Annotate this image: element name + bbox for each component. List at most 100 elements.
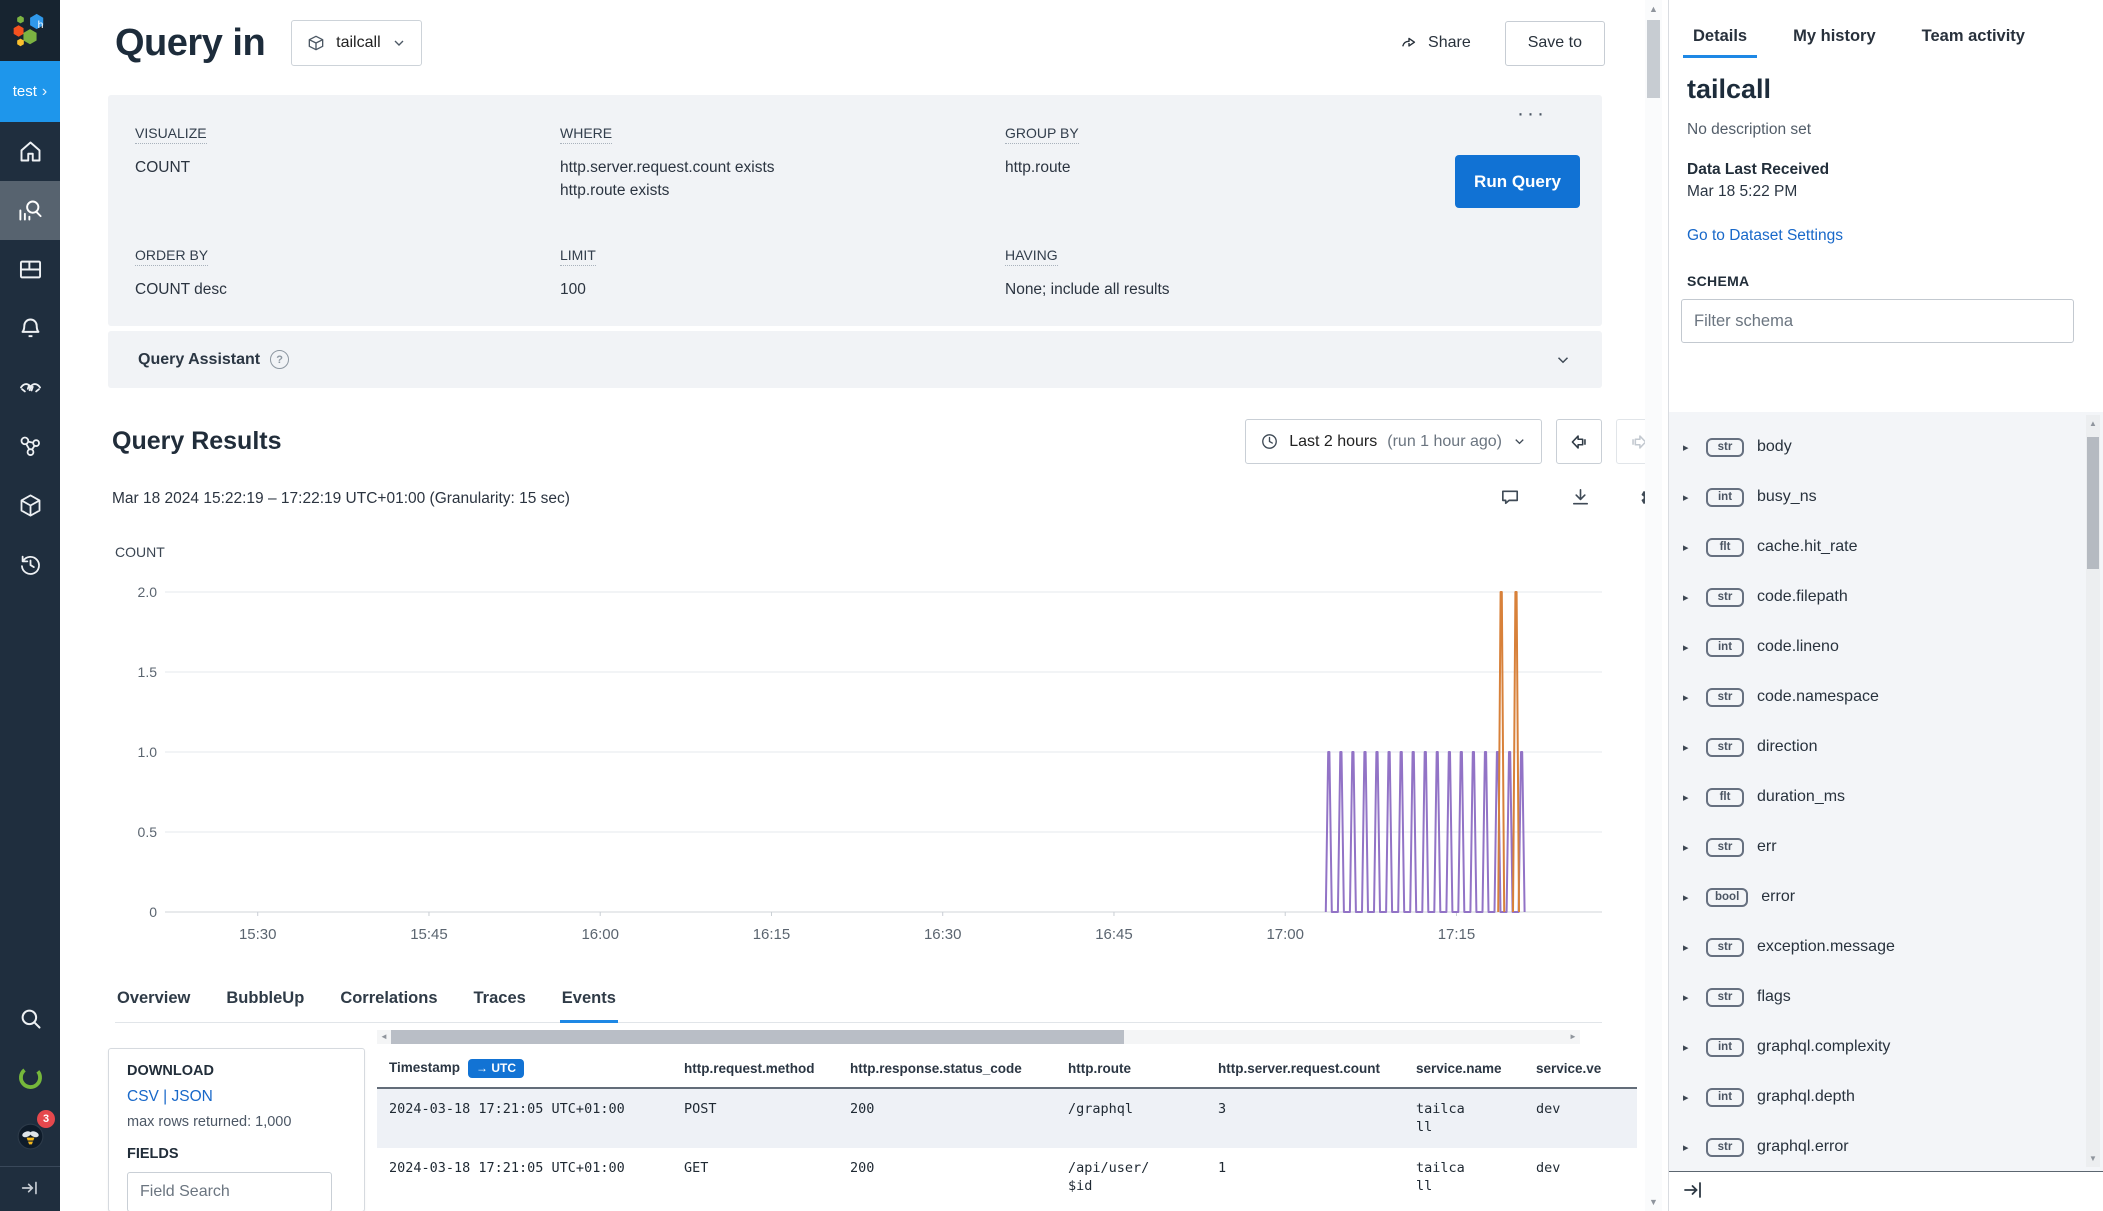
caret-right-icon[interactable]: ▸: [1683, 691, 1689, 704]
schema-field-exception.message[interactable]: ▸ str exception.message: [1683, 922, 2103, 972]
where-value[interactable]: http.route exists: [560, 182, 670, 200]
schema-field-code.filepath[interactable]: ▸ str code.filepath: [1683, 572, 2103, 622]
schema-field-cache.hit_rate[interactable]: ▸ flt cache.hit_rate: [1683, 522, 2103, 572]
table-horizontal-scrollbar[interactable]: ◄ ►: [377, 1030, 1580, 1044]
column-header-http-server-request-count[interactable]: http.server.request.count: [1206, 1050, 1404, 1089]
having-value[interactable]: None; include all results: [1005, 281, 1170, 298]
limit-clause[interactable]: LIMIT 100: [560, 247, 1005, 301]
vertical-scroll-thumb[interactable]: [1647, 20, 1660, 98]
tab-events[interactable]: Events: [559, 985, 619, 1023]
caret-right-icon[interactable]: ▸: [1683, 741, 1689, 754]
tab-bubbleup[interactable]: BubbleUp: [224, 985, 306, 1022]
schema-field-flags[interactable]: ▸ str flags: [1683, 972, 2103, 1022]
panel-tab-team-activity[interactable]: Team activity: [1916, 26, 2031, 58]
nav-query[interactable]: [0, 181, 60, 240]
table-row[interactable]: 2024-03-18 17:21:05 UTC+01:00 GET 200/api/…: [389, 1160, 1561, 1194]
having-clause[interactable]: HAVING None; include all results: [1005, 247, 1425, 301]
column-header-service-ve[interactable]: service.ve: [1524, 1050, 1637, 1089]
schema-field-err[interactable]: ▸ str err: [1683, 822, 2103, 872]
nav-activity-history[interactable]: [0, 535, 60, 594]
nav-service-map[interactable]: [0, 358, 60, 417]
caret-right-icon[interactable]: ▸: [1683, 491, 1689, 504]
comment-button[interactable]: [1499, 486, 1522, 512]
schema-field-duration_ms[interactable]: ▸ flt duration_ms: [1683, 772, 2103, 822]
scroll-up-icon[interactable]: ▲: [1649, 4, 1658, 14]
caret-right-icon[interactable]: ▸: [1683, 1141, 1689, 1154]
scroll-left-icon[interactable]: ◄: [380, 1032, 388, 1041]
run-query-button[interactable]: Run Query: [1455, 155, 1580, 208]
chevron-down-icon[interactable]: [1554, 351, 1572, 369]
table-row[interactable]: 2024-03-18 17:21:05 UTC+01:00 POST 200/gra…: [377, 1088, 1637, 1149]
field-search-input[interactable]: [127, 1172, 332, 1211]
group-by-label[interactable]: GROUP BY: [1005, 125, 1079, 144]
nav-dependencies[interactable]: [0, 417, 60, 476]
save-to-button[interactable]: Save to: [1504, 20, 1605, 66]
caret-right-icon[interactable]: ▸: [1683, 891, 1689, 904]
schema-field-direction[interactable]: ▸ str direction: [1683, 722, 2103, 772]
caret-right-icon[interactable]: ▸: [1683, 1041, 1689, 1054]
caret-right-icon[interactable]: ▸: [1683, 791, 1689, 804]
schema-field-graphql.error[interactable]: ▸ str graphql.error: [1683, 1122, 2103, 1172]
query-overflow-menu[interactable]: ···: [1511, 101, 1553, 127]
group-by-value[interactable]: http.route: [1005, 159, 1071, 176]
schema-field-graphql.complexity[interactable]: ▸ int graphql.complexity: [1683, 1022, 2103, 1072]
tab-overview[interactable]: Overview: [115, 985, 192, 1022]
schema-field-body[interactable]: ▸ str body: [1683, 422, 2103, 472]
filter-schema-input[interactable]: [1681, 299, 2074, 343]
schema-field-code.namespace[interactable]: ▸ str code.namespace: [1683, 672, 2103, 722]
scroll-right-icon[interactable]: ►: [1569, 1032, 1577, 1041]
visualize-value[interactable]: COUNT: [135, 159, 191, 176]
schema-scrollbar[interactable]: ▲ ▼: [2086, 415, 2100, 1167]
column-header-http-route[interactable]: http.route: [1056, 1050, 1206, 1089]
schema-field-busy_ns[interactable]: ▸ int busy_ns: [1683, 472, 2103, 522]
download-csv-link[interactable]: CSV: [127, 1088, 159, 1105]
sidebar-search[interactable]: [0, 989, 60, 1048]
scroll-down-icon[interactable]: ▼: [1649, 1197, 1658, 1207]
limit-label[interactable]: LIMIT: [560, 247, 596, 266]
order-by-value[interactable]: COUNT desc: [135, 281, 227, 298]
where-value[interactable]: http.server.request.count exists: [560, 159, 775, 176]
caret-right-icon[interactable]: ▸: [1683, 591, 1689, 604]
panel-tab-details[interactable]: Details: [1682, 26, 1758, 58]
usage-status-ring[interactable]: [0, 1048, 60, 1107]
caret-right-icon[interactable]: ▸: [1683, 541, 1689, 554]
expand-sidebar-button[interactable]: [19, 1177, 41, 1202]
query-assistant-bar[interactable]: Query Assistant ?: [108, 331, 1602, 388]
group-by-clause[interactable]: GROUP BY http.route: [1005, 125, 1425, 203]
where-clause[interactable]: WHERE http.server.request.count exists h…: [560, 125, 1005, 203]
limit-value[interactable]: 100: [560, 281, 586, 298]
schema-field-graphql.depth[interactable]: ▸ int graphql.depth: [1683, 1072, 2103, 1122]
scroll-up-icon[interactable]: ▲: [2089, 419, 2097, 428]
order-by-label[interactable]: ORDER BY: [135, 247, 209, 266]
schema-scroll-thumb[interactable]: [2087, 437, 2099, 569]
download-json-link[interactable]: JSON: [171, 1088, 213, 1105]
caret-right-icon[interactable]: ▸: [1683, 941, 1689, 954]
panel-tab-my-history[interactable]: My history: [1787, 26, 1882, 58]
column-header-http-response-status-code[interactable]: http.response.status_code: [838, 1050, 1056, 1089]
main-vertical-scrollbar[interactable]: ▲ ▼: [1645, 0, 1662, 1211]
schema-field-error[interactable]: ▸ bool error: [1683, 872, 2103, 922]
caret-right-icon[interactable]: ▸: [1683, 991, 1689, 1004]
scroll-down-icon[interactable]: ▼: [2089, 1154, 2097, 1163]
column-header-timestamp[interactable]: Timestamp → UTC: [377, 1050, 672, 1089]
previous-query-button[interactable]: [1556, 419, 1602, 464]
column-header-service-name[interactable]: service.name: [1404, 1050, 1524, 1089]
caret-right-icon[interactable]: ▸: [1683, 641, 1689, 654]
download-results-button[interactable]: [1569, 486, 1592, 512]
environment-selector[interactable]: test ›: [0, 61, 60, 122]
column-header-http-request-method[interactable]: http.request.method: [672, 1050, 838, 1089]
nav-boards[interactable]: [0, 240, 60, 299]
visualize-label[interactable]: VISUALIZE: [135, 125, 207, 144]
share-button[interactable]: Share: [1393, 32, 1477, 54]
where-label[interactable]: WHERE: [560, 125, 613, 144]
nav-home[interactable]: [0, 122, 60, 181]
caret-right-icon[interactable]: ▸: [1683, 841, 1689, 854]
dataset-settings-link[interactable]: Go to Dataset Settings: [1687, 227, 1843, 244]
collapse-panel-button[interactable]: [1681, 1178, 1705, 1205]
having-label[interactable]: HAVING: [1005, 247, 1058, 266]
nav-datasets[interactable]: [0, 476, 60, 535]
caret-right-icon[interactable]: ▸: [1683, 1091, 1689, 1104]
caret-right-icon[interactable]: ▸: [1683, 441, 1689, 454]
schema-field-code.lineno[interactable]: ▸ int code.lineno: [1683, 622, 2103, 672]
dataset-selector[interactable]: tailcall: [291, 20, 422, 66]
